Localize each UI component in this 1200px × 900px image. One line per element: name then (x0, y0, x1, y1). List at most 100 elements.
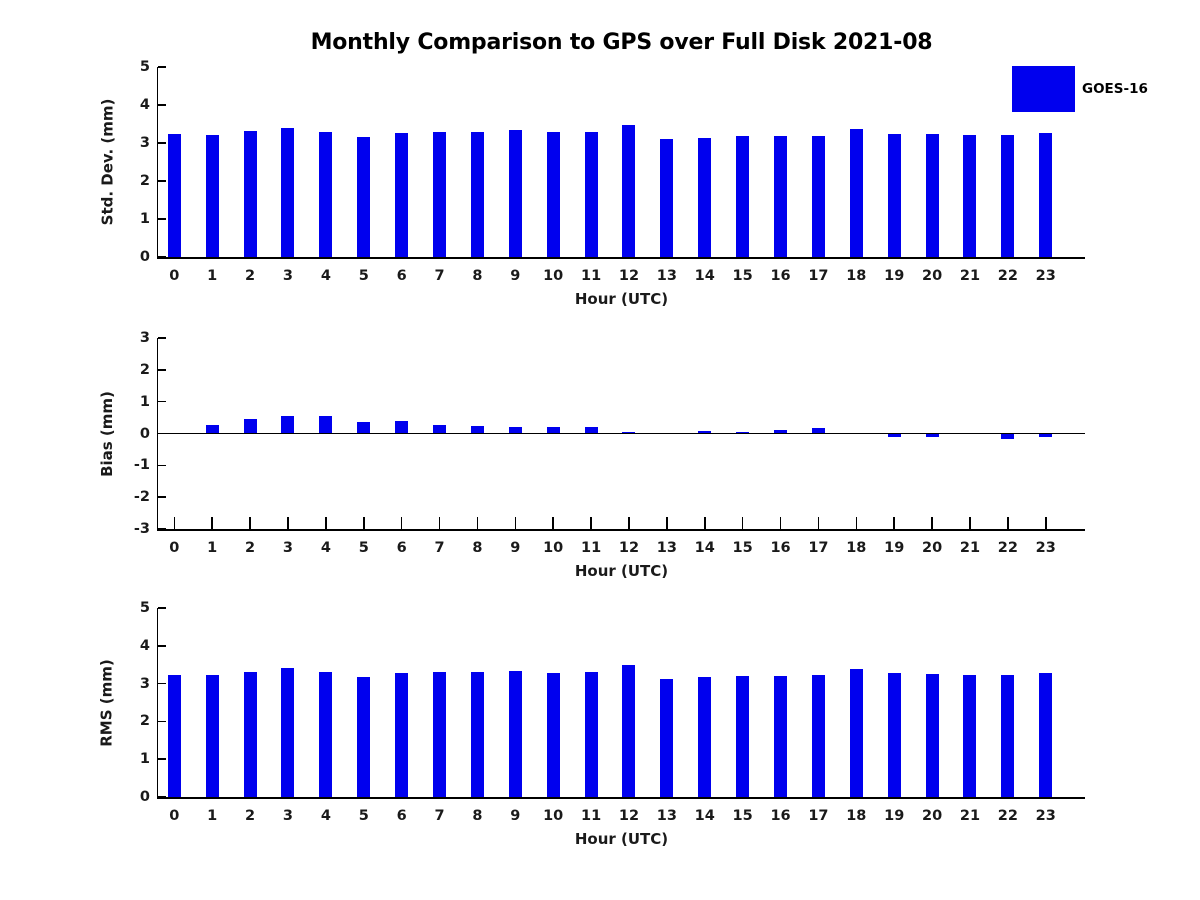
bar-hour-11 (584, 671, 598, 797)
bar-hour-19 (887, 433, 901, 437)
bar-hour-3 (281, 128, 295, 257)
y-tick-label: 1 (139, 393, 150, 410)
y-tick-label: 3 (139, 330, 150, 346)
x-tick-label: 10 (543, 268, 564, 284)
x-tick-label: 22 (997, 808, 1018, 824)
x-tick-label: 21 (959, 540, 981, 556)
bar-hour-15 (736, 676, 750, 797)
bar-hour-11 (584, 427, 598, 434)
x-axis-label: Hour (UTC) (574, 562, 669, 580)
x-tick-label: 6 (396, 540, 407, 556)
x-tick-label: 16 (770, 540, 791, 556)
x-tick-label: 8 (472, 540, 483, 556)
legend: GOES-16 (1012, 66, 1148, 112)
x-tick-label: 17 (808, 808, 829, 824)
bar-hour-15 (736, 431, 750, 434)
bar-hour-7 (433, 424, 447, 434)
bar-hour-9 (508, 130, 522, 257)
bar-hour-17 (811, 675, 825, 797)
y-tick (158, 104, 166, 106)
x-tick-label: 18 (846, 540, 867, 556)
x-tick (325, 517, 327, 529)
bar-hour-23 (1039, 673, 1053, 797)
x-tick-label: 11 (580, 268, 602, 284)
bar-hour-10 (546, 426, 560, 434)
zero-line (158, 433, 1085, 434)
bar-hour-9 (508, 426, 522, 434)
y-axis-spine (156, 67, 158, 259)
x-tick-label: 9 (510, 268, 521, 284)
x-tick-label: 18 (846, 268, 867, 284)
x-tick-label: 16 (770, 268, 791, 284)
y-tick (158, 464, 166, 467)
x-tick-label: 6 (396, 268, 407, 284)
x-tick-label: 6 (396, 808, 407, 824)
y-tick-label: 0 (139, 425, 150, 442)
figure-title: Monthly Comparison to GPS over Full Disk… (310, 30, 933, 55)
x-tick-label: 3 (282, 808, 294, 824)
x-tick-label: 12 (618, 540, 640, 556)
bar-hour-12 (622, 665, 636, 797)
x-tick (817, 517, 820, 529)
x-tick-label: 2 (245, 268, 256, 284)
bar-hour-18 (849, 668, 863, 797)
y-tick-label: 3 (139, 135, 150, 151)
bar-hour-7 (433, 131, 447, 257)
x-tick-label: 0 (169, 808, 180, 824)
bar-hour-6 (395, 133, 409, 257)
bar-hour-11 (584, 131, 598, 257)
x-tick-label: 20 (922, 808, 943, 824)
bar-hour-20 (925, 433, 939, 437)
x-tick-label: 17 (808, 540, 829, 556)
bar-hour-14 (698, 137, 712, 257)
y-tick-label: 0 (139, 789, 150, 805)
x-tick (476, 517, 479, 529)
x-tick (1007, 517, 1009, 529)
y-tick (158, 66, 166, 68)
bar-hour-13 (660, 139, 674, 257)
x-tick-label: 11 (580, 540, 602, 556)
bar-hour-16 (774, 675, 788, 797)
bar-hour-22 (1001, 433, 1015, 439)
x-tick-label: 5 (358, 808, 369, 824)
x-axis-spine (156, 797, 1085, 799)
x-tick (590, 517, 592, 529)
x-axis-label: Hour (UTC) (574, 830, 669, 848)
bar-hour-8 (470, 426, 484, 434)
x-tick (438, 517, 441, 529)
bar-hour-15 (736, 136, 750, 257)
x-tick-label: 19 (884, 268, 905, 284)
x-tick (741, 517, 744, 529)
x-tick-label: 3 (282, 268, 294, 284)
y-tick (158, 337, 166, 339)
bar-hour-19 (887, 133, 901, 257)
y-tick (158, 796, 166, 798)
x-tick-label: 1 (207, 808, 218, 824)
x-tick (514, 517, 517, 529)
x-tick-label: 14 (694, 540, 715, 556)
x-tick-label: 19 (884, 808, 905, 824)
y-tick-label: 4 (139, 97, 150, 113)
y-tick-label: 5 (139, 59, 150, 75)
y-tick-label: 3 (139, 675, 150, 692)
x-tick-label: 0 (169, 540, 180, 556)
x-tick-label: 22 (997, 540, 1018, 556)
bar-hour-21 (963, 135, 977, 257)
x-tick-label: 10 (543, 540, 564, 556)
y-tick-label: 1 (139, 751, 150, 768)
y-tick-label: -2 (133, 489, 150, 506)
x-tick (893, 517, 895, 529)
x-tick-label: 4 (320, 268, 331, 284)
bar-hour-5 (357, 421, 371, 434)
bar-hour-1 (205, 674, 219, 797)
x-tick-label: 1 (207, 268, 218, 284)
x-tick-label: 21 (959, 808, 981, 824)
x-tick (400, 517, 403, 529)
bar-hour-6 (395, 672, 409, 797)
x-tick-label: 15 (732, 540, 753, 556)
x-tick-label: 18 (846, 808, 867, 824)
x-tick (666, 517, 668, 529)
